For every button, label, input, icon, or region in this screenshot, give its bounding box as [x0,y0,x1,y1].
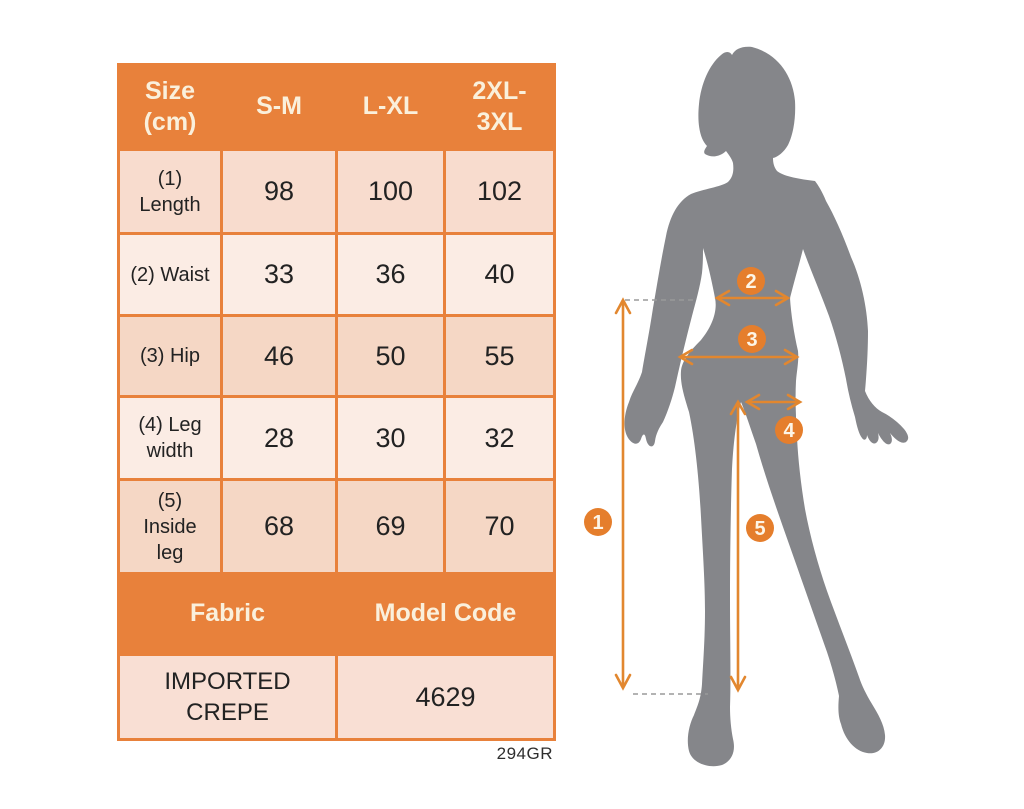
figure-svg: 1 2 3 4 5 [584,46,909,767]
table-footer-header-row: Fabric Model Code [117,572,556,656]
value-cell: 46 [220,314,338,398]
value-cell: 100 [335,148,446,235]
waist-arrow [714,289,791,307]
inside-leg-arrow [729,399,747,693]
hip-arrow [677,348,800,366]
row-label-cell: (1) Length [117,148,223,235]
value-cell: 33 [220,232,338,317]
value-cell: 30 [335,395,446,481]
row-label-cell: (5) Inside leg [117,478,223,575]
row-label-cell: (4) Leg width [117,395,223,481]
marker-circle [737,267,765,295]
marker-5: 5 [746,514,774,542]
model-code-header-cell: Model Code [335,572,556,656]
value-cell: 68 [220,478,338,575]
model-weight-caption: 294GR [496,744,553,763]
table-row-waist: (2) Waist 33 36 40 [117,232,556,317]
marker-4: 4 [775,416,803,444]
table-header-row: Size (cm) S-M L-XL 2XL- 3XL [117,63,556,151]
table-row-hip: (3) Hip 46 50 55 [117,314,556,398]
marker-circle [584,508,612,536]
marker-number: 5 [754,518,765,540]
marker-number: 2 [745,271,756,293]
size-table: Size (cm) S-M L-XL 2XL- 3XL (1) Length 9… [117,63,556,741]
value-cell: 70 [443,478,556,575]
leg-width-arrow [744,393,803,411]
value-cell: 69 [335,478,446,575]
fabric-header-cell: Fabric [117,572,338,656]
row-label-cell: (3) Hip [117,314,223,398]
marker-1: 1 [584,508,612,536]
marker-number: 4 [783,420,795,442]
table-footer-row: IMPORTED CREPE 4629 [117,653,556,741]
size-cm-header-cell: Size (cm) [117,63,223,151]
value-cell: 98 [220,148,338,235]
table-row-inside-leg: (5) Inside leg 68 69 70 [117,478,556,575]
table-row-length: (1) Length 98 100 102 [117,148,556,235]
value-cell: 50 [335,314,446,398]
col-header-lxl: L-XL [335,63,446,151]
marker-number: 1 [592,512,603,534]
value-cell: 28 [220,395,338,481]
fabric-value-cell: IMPORTED CREPE [117,653,338,741]
value-cell: 32 [443,395,556,481]
value-cell: 55 [443,314,556,398]
marker-2: 2 [737,267,765,295]
row-label-cell: (2) Waist [117,232,223,317]
measurement-figure: 1 2 3 4 5 [575,40,1020,785]
value-cell: 36 [335,232,446,317]
model-code-value-cell: 4629 [335,653,556,741]
marker-number: 3 [746,329,757,351]
marker-circle [746,514,774,542]
col-header-sm: S-M [220,63,338,151]
value-cell: 102 [443,148,556,235]
female-silhouette [624,46,909,767]
table-row-leg-width: (4) Leg width 28 30 32 [117,395,556,481]
length-arrow [614,297,632,691]
marker-circle [738,325,766,353]
marker-3: 3 [738,325,766,353]
col-header-2xl3xl: 2XL- 3XL [443,63,556,151]
marker-circle [775,416,803,444]
value-cell: 40 [443,232,556,317]
